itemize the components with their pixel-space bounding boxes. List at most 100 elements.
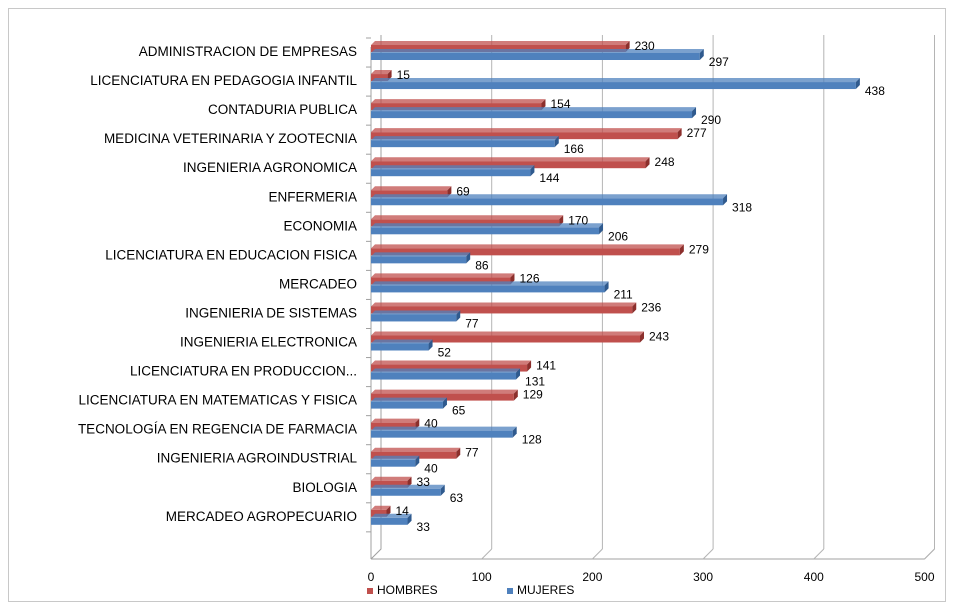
gridline-floor: [481, 548, 493, 560]
bar-front-face: [371, 198, 724, 206]
data-label-mujeres: 290: [701, 113, 721, 127]
data-label-hombres: 230: [635, 39, 655, 53]
bar-top-face: [371, 273, 515, 278]
bar-top-face: [371, 426, 517, 431]
bar: [371, 107, 697, 119]
bar-top-face: [371, 368, 521, 373]
x-tick-label: 100: [472, 570, 492, 584]
bar-end-face: [645, 157, 650, 169]
data-label-hombres: 15: [397, 68, 411, 82]
bar-end-face: [530, 165, 535, 177]
bar: [371, 128, 682, 140]
category-label: LICENCIATURA EN PRODUCCION...: [130, 364, 357, 379]
gridline-floor: [813, 548, 825, 560]
bar: [371, 302, 637, 314]
data-label-hombres: 77: [465, 446, 479, 460]
category-label: INGENIERIA DE SISTEMAS: [185, 305, 357, 320]
gridline-floor: [592, 548, 603, 560]
bar-front-face: [371, 248, 680, 256]
bar-end-face: [855, 78, 860, 90]
bar-front-face: [371, 480, 408, 488]
category-label: TECNOLOGÍA EN REGENCIA DE FARMACIA: [78, 422, 357, 437]
data-label-mujeres: 40: [424, 462, 438, 476]
bar: [371, 389, 518, 401]
gridline-floor: [702, 548, 714, 560]
data-label-hombres: 277: [687, 126, 707, 140]
category-label: ADMINISTRACION DE EMPRESAS: [139, 44, 357, 59]
chart-frame: 0 100 200 300 400 500 230 297 ADMINISTRACION DE …: [8, 8, 946, 602]
bar-front-face: [371, 401, 443, 409]
bar: [371, 223, 604, 235]
bar-top-face: [371, 157, 650, 162]
bar-top-face: [371, 476, 412, 481]
bar-end-face: [428, 339, 433, 351]
data-label-mujeres: 166: [564, 142, 584, 156]
bar-top-face: [371, 136, 559, 141]
data-label-mujeres: 131: [525, 375, 545, 389]
bar-end-face: [440, 484, 445, 496]
data-label-hombres: 14: [395, 504, 409, 518]
data-label-hombres: 126: [519, 271, 539, 285]
bar-end-face: [723, 194, 728, 206]
data-label-mujeres: 63: [450, 491, 464, 505]
category-label: ECONOMIA: [283, 218, 357, 233]
legend-swatch-mujeres: [507, 588, 513, 594]
category-label: CONTADURIA PUBLICA: [208, 102, 357, 117]
bar-top-face: [371, 418, 420, 423]
bar-front-face: [371, 451, 457, 459]
bar-front-face: [371, 219, 560, 227]
data-label-hombres: 69: [456, 184, 470, 198]
bar-chart: 0 100 200 300 400 500 230 297 ADMINISTRACION DE …: [78, 35, 935, 597]
x-tick-label: 300: [693, 570, 713, 584]
data-label-hombres: 33: [417, 475, 431, 489]
bar-top-face: [371, 215, 564, 220]
legend-label-mujeres: MUJERES: [517, 583, 574, 597]
bar: [371, 281, 609, 293]
bar: [371, 252, 471, 264]
bar-front-face: [371, 74, 388, 82]
bar-top-face: [371, 513, 412, 518]
bar-end-face: [692, 107, 697, 119]
bar-top-face: [371, 78, 860, 83]
x-tick-label: 0: [368, 570, 375, 584]
bar: [371, 426, 517, 438]
data-label-mujeres: 211: [614, 287, 633, 301]
bar-end-face: [512, 426, 517, 438]
bar: [371, 397, 447, 409]
category-label: MERCADEO: [279, 276, 357, 291]
category-label: BIOLOGIA: [292, 480, 357, 495]
bar-top-face: [371, 281, 609, 286]
bar-top-face: [371, 447, 461, 452]
category-label: MEDICINA VETERINARIA Y ZOOTECNIA: [104, 131, 357, 146]
bar-end-face: [640, 331, 645, 343]
data-label-hombres: 248: [655, 155, 675, 169]
bar-top-face: [371, 244, 684, 249]
bar: [371, 455, 420, 467]
category-label: ENFERMERIA: [268, 189, 357, 204]
data-label-hombres: 141: [536, 359, 556, 373]
bar-top-face: [371, 49, 704, 53]
bar-top-face: [371, 70, 392, 75]
bar-end-face: [513, 389, 518, 401]
data-label-hombres: 129: [523, 388, 543, 402]
bar-end-face: [415, 455, 420, 467]
bar: [371, 368, 521, 380]
bar-front-face: [371, 82, 856, 90]
data-label-hombres: 170: [568, 213, 588, 227]
bar: [371, 339, 433, 351]
data-label-mujeres: 318: [732, 200, 752, 214]
data-label-mujeres: 206: [608, 229, 628, 243]
bar-front-face: [371, 45, 626, 52]
data-label-mujeres: 65: [452, 404, 466, 418]
bar: [371, 78, 860, 90]
bar-top-face: [371, 302, 637, 307]
bar: [371, 513, 412, 525]
data-label-hombres: 279: [689, 242, 709, 256]
bar: [371, 331, 645, 343]
bar: [371, 484, 445, 496]
bar-top-face: [371, 331, 645, 336]
data-label-mujeres: 438: [865, 84, 885, 98]
bar-end-face: [456, 447, 461, 459]
bar-end-face: [679, 244, 684, 256]
data-label-mujeres: 86: [475, 258, 489, 272]
